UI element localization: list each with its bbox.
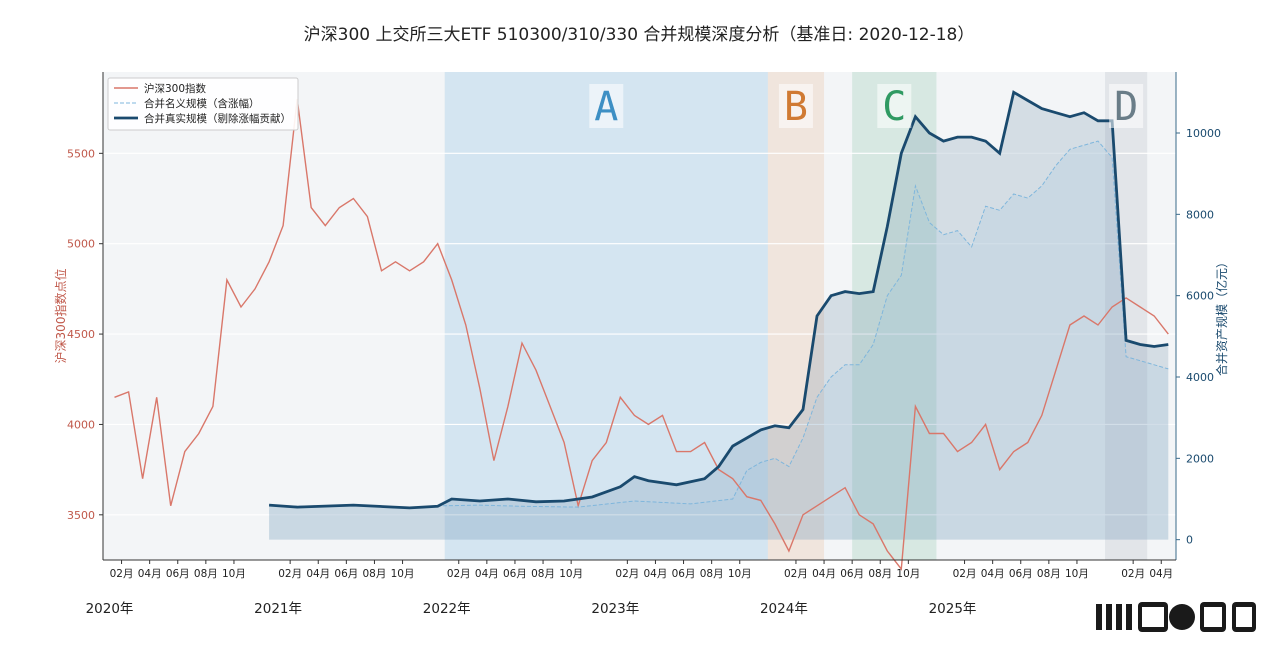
region-label-A: A [594, 84, 618, 130]
x-tick-label: 10月 [222, 568, 246, 580]
x-tick-label: 04月 [138, 568, 162, 580]
right-tick-label: 0 [1186, 534, 1193, 547]
x-tick-label: 06月 [672, 568, 696, 580]
left-axis-title: 沪深300指数点位 [53, 269, 68, 364]
axes: 3500 4000 4500 5000 5500 沪深300指数点位 0 2000 4000 60… [53, 72, 1229, 617]
grid-lines [103, 152, 1176, 516]
x-tick-label: 10月 [728, 568, 752, 580]
region-label-D: D [1114, 84, 1138, 130]
x-tick-label: 02月 [953, 568, 977, 580]
left-tick-label: 3500 [67, 509, 95, 522]
x-tick-label: 10月 [1065, 568, 1089, 580]
year-label: 2023年 [591, 601, 639, 617]
left-tick-label: 4500 [67, 328, 95, 341]
left-tick-label: 5000 [67, 238, 95, 251]
x-tick-label: 06月 [334, 568, 358, 580]
region-label-bg-C [877, 84, 912, 128]
x-tick-label: 08月 [194, 568, 218, 580]
series-line-real-scale [269, 90, 1169, 510]
x-tick-label: 04月 [1149, 568, 1173, 580]
x-tick-label: 02月 [615, 568, 639, 580]
year-label: 2022年 [423, 601, 471, 617]
x-tick-label: 02月 [110, 568, 134, 580]
x-tick-label: 08月 [700, 568, 724, 580]
x-tick-label: 06月 [840, 568, 864, 580]
x-tick-label: 04月 [981, 568, 1005, 580]
x-tick-label: 08月 [868, 568, 892, 580]
region-label-C: C [882, 84, 906, 130]
x-tick-label: 04月 [475, 568, 499, 580]
x-tick-label: 08月 [1037, 568, 1061, 580]
region-label-B: B [784, 84, 808, 130]
year-label: 2024年 [760, 601, 808, 617]
right-tick-label: 2000 [1186, 452, 1214, 465]
year-label: 2025年 [929, 601, 977, 617]
year-label: 2021年 [254, 601, 302, 617]
right-tick-label: 10000 [1186, 127, 1221, 140]
chart-title: 沪深300 上交所三大ETF 510300/310/330 合并规模深度分析（基… [303, 25, 975, 45]
x-tick-label: 08月 [363, 568, 387, 580]
legend-box [107, 77, 299, 131]
series-line-hs300-index [114, 99, 1169, 571]
x-tick-label: 06月 [503, 568, 527, 580]
x-tick-label: 10月 [559, 568, 583, 580]
legend-entry: 合并真实规模（剔除涨幅贡献） [144, 112, 291, 125]
right-tick-label: 8000 [1186, 208, 1214, 221]
x-tick-label: 02月 [784, 568, 808, 580]
region-label-bg-D [1109, 84, 1144, 128]
right-axis-title: 合并资产规模（亿元） [1214, 256, 1229, 376]
real-scale-area [269, 92, 1169, 540]
watermark-icon [1096, 602, 1256, 632]
x-tick-label: 04月 [306, 568, 330, 580]
region-label-bg-A [589, 84, 624, 128]
x-tick-label: 02月 [447, 568, 471, 580]
x-tick-label: 02月 [278, 568, 302, 580]
series-lines [114, 90, 1169, 571]
year-label: 2020年 [86, 601, 134, 617]
region-labels: A B C D [589, 84, 1144, 130]
x-tick-label: 06月 [166, 568, 190, 580]
left-tick-label: 4000 [67, 418, 95, 431]
legend-entry: 合并名义规模（含涨幅） [144, 97, 260, 110]
x-tick-label: 04月 [812, 568, 836, 580]
area-fills [269, 92, 1169, 540]
region-label-bg-B [778, 84, 813, 128]
x-tick-label: 08月 [531, 568, 555, 580]
right-tick-label: 4000 [1186, 371, 1214, 384]
right-tick-label: 6000 [1186, 290, 1214, 303]
left-tick-label: 5500 [67, 147, 95, 160]
x-tick-label: 10月 [391, 568, 415, 580]
nominal-scale-area [269, 141, 1169, 540]
x-tick-label: 04月 [644, 568, 668, 580]
x-tick-label: 06月 [1009, 568, 1033, 580]
x-tick-label: 10月 [896, 568, 920, 580]
x-tick-label: 02月 [1121, 568, 1145, 580]
legend-entry: 沪深300指数 [144, 82, 207, 95]
